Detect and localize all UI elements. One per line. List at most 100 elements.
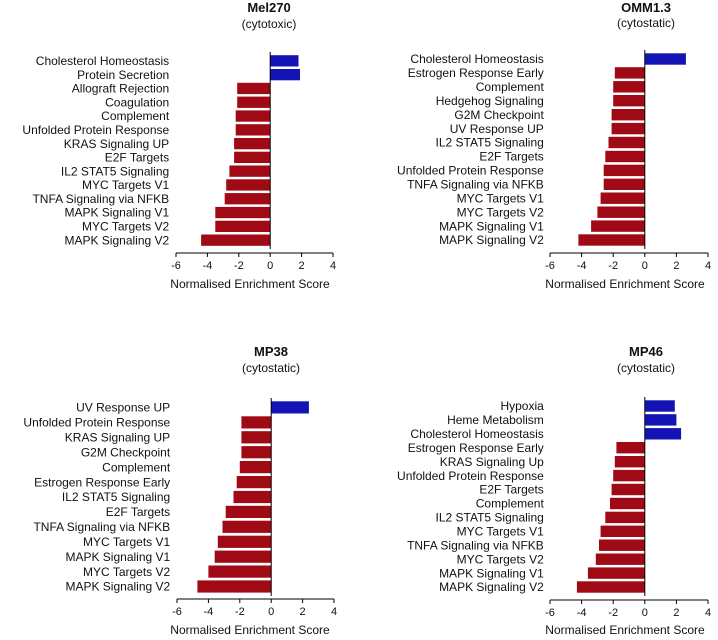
category-label: Complement [101, 109, 170, 123]
bar [605, 511, 645, 524]
bar [217, 535, 272, 548]
category-label: MAPK Signaling V2 [439, 580, 544, 594]
chart-subtitle: (cytostatic) [242, 361, 300, 375]
category-label: MAPK Signaling V1 [64, 206, 169, 220]
bar [611, 483, 645, 496]
bar [237, 82, 271, 95]
category-label: KRAS Signaling Up [440, 455, 544, 469]
category-label: Heme Metabolism [447, 413, 544, 427]
category-label: MYC Targets V2 [82, 220, 169, 234]
bar [605, 150, 645, 163]
bar [241, 431, 272, 444]
bar [644, 414, 677, 426]
bar [214, 550, 272, 563]
bar [613, 469, 645, 482]
bar [600, 525, 645, 537]
x-tick-label: -4 [577, 260, 587, 272]
bar [576, 581, 645, 593]
bar [241, 416, 272, 429]
bar [201, 234, 271, 246]
category-label: IL2 STAT5 Signaling [61, 164, 169, 178]
bar [578, 234, 645, 246]
bar [599, 539, 645, 551]
bar [233, 490, 272, 504]
category-label: Unfolded Protein Response [397, 469, 544, 483]
x-tick-label: -6 [171, 260, 181, 272]
category-label: Complement [102, 460, 171, 474]
category-label: Complement [476, 80, 545, 94]
x-tick-label: 0 [642, 260, 648, 272]
bar [600, 192, 645, 204]
bar [241, 446, 272, 459]
category-label: IL2 STAT5 Signaling [436, 136, 544, 150]
bar [236, 476, 272, 489]
bar [224, 193, 271, 205]
x-tick-label: 4 [705, 260, 711, 272]
x-axis-label: Normalised Enrichment Score [170, 277, 330, 291]
bar [614, 456, 645, 468]
category-label: MAPK Signaling V1 [439, 566, 544, 580]
bar [597, 206, 645, 218]
x-tick-label: 2 [673, 607, 679, 619]
category-label: E2F Targets [479, 150, 543, 164]
category-label: MYC Targets V2 [457, 552, 544, 566]
bar [197, 580, 272, 593]
category-label: Allograft Rejection [72, 82, 169, 96]
bar [222, 520, 272, 533]
x-tick-label: -6 [545, 260, 555, 272]
x-tick-label: 2 [300, 606, 306, 618]
chart-subtitle: (cytostatic) [617, 16, 675, 30]
category-label: MYC Targets V1 [457, 191, 544, 205]
bar [226, 179, 271, 191]
category-label: IL2 STAT5 Signaling [62, 490, 170, 504]
category-label: G2M Checkpoint [454, 108, 544, 122]
category-label: TNFA Signaling via NFKB [407, 539, 544, 553]
x-tick-label: -4 [204, 606, 214, 618]
category-label: Coagulation [105, 96, 169, 110]
category-label: MAPK Signaling V1 [439, 219, 544, 233]
category-label: E2F Targets [105, 151, 169, 165]
bar [616, 442, 645, 454]
category-label: MYC Targets V1 [82, 178, 169, 192]
chart-title: OMM1.3 [621, 0, 671, 15]
category-label: E2F Targets [479, 483, 543, 497]
bar [237, 96, 271, 108]
category-label: Hypoxia [500, 399, 544, 413]
category-label: MAPK Signaling V2 [65, 580, 170, 594]
bar [610, 497, 645, 510]
x-tick-label: -4 [577, 607, 587, 619]
bar [235, 110, 271, 122]
category-label: E2F Targets [106, 505, 170, 519]
bar [644, 428, 682, 440]
category-label: MAPK Signaling V1 [65, 550, 170, 564]
category-label: Protein Secretion [77, 68, 169, 82]
x-tick-label: -2 [235, 606, 245, 618]
bar [270, 69, 300, 81]
category-label: Unfolded Protein Response [22, 123, 169, 137]
category-label: Unfolded Protein Response [397, 164, 544, 178]
bar [603, 164, 645, 177]
category-label: MYC Targets V1 [457, 525, 544, 539]
x-axis-label: Normalised Enrichment Score [545, 623, 705, 637]
x-tick-label: -2 [608, 260, 618, 272]
x-tick-label: 4 [331, 606, 337, 618]
category-label: MYC Targets V2 [83, 565, 170, 579]
category-label: TNFA Signaling via NFKB [407, 178, 544, 192]
bar [239, 461, 272, 474]
category-label: Cholesterol Homeostasis [36, 54, 169, 68]
bar [613, 81, 645, 93]
chart-title: MP46 [629, 344, 663, 359]
category-label: Hedgehog Signaling [436, 94, 544, 108]
bar [234, 138, 271, 150]
x-tick-label: 2 [299, 260, 305, 272]
chart-panel-2: OMM1.3(cytostatic) Cholesterol Homeostasi… [397, 0, 711, 291]
bar [271, 401, 309, 414]
x-tick-label: -2 [234, 260, 244, 272]
bar [587, 567, 645, 579]
bar [603, 178, 645, 190]
bar [234, 151, 271, 163]
category-label: MAPK Signaling V2 [64, 233, 169, 247]
